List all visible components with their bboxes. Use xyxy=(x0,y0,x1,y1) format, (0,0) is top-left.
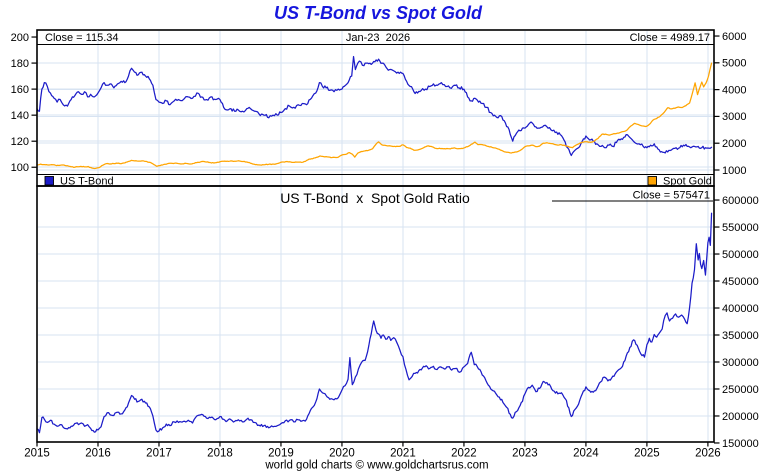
right-axis-tick-label: 250000 xyxy=(722,384,759,396)
right-axis-tick-label: 600000 xyxy=(722,195,759,207)
x-axis-tick-label: 2024 xyxy=(573,448,599,460)
left-axis-tick-label: 180 xyxy=(11,58,29,70)
x-axis-tick-label: 2026 xyxy=(695,448,721,460)
gold-legend-label: Spot Gold xyxy=(663,176,712,188)
right-axis-tick-label: 1000 xyxy=(722,165,746,177)
right-axis-tick-label: 300000 xyxy=(722,357,759,369)
left-axis-tick-label: 120 xyxy=(11,136,29,148)
panel-frames xyxy=(36,29,715,443)
x-axis-tick-label: 2021 xyxy=(390,448,416,460)
us-t-bond-x-spot-gold-ratio-line xyxy=(36,212,713,434)
right-axis-tick-label: 6000 xyxy=(722,31,746,43)
x-axis-tick-label: 2015 xyxy=(24,448,50,460)
gridlines xyxy=(38,31,713,441)
x-axis-tick-label: 2025 xyxy=(634,448,660,460)
x-axis-tick-label: 2018 xyxy=(207,448,233,460)
left-axis-tick-label: 140 xyxy=(11,110,29,122)
bottom-panel-border xyxy=(36,185,715,443)
chart-title: US T-Bond vs Spot Gold xyxy=(274,3,483,23)
right-axis-tick-label: 2000 xyxy=(722,138,746,150)
bottom-panel-title: US T-Bond x Spot Gold Ratio xyxy=(280,190,470,206)
right-axis-tick-label: 200000 xyxy=(722,411,759,423)
us-t-bond-line xyxy=(36,55,713,157)
right-axis-tick-label: 4000 xyxy=(722,84,746,96)
x-axis-tick-label: 2020 xyxy=(329,448,355,460)
right-axis-tick-label: 5000 xyxy=(722,58,746,70)
right-axis-tick-label: 550000 xyxy=(722,222,759,234)
left-axis-tick-label: 160 xyxy=(11,84,29,96)
x-axis-tick-label: 2022 xyxy=(451,448,477,460)
left-axis-tick-label: 100 xyxy=(11,162,29,174)
tbond-legend-swatch xyxy=(44,176,54,186)
date-label: Jan-23 2026 xyxy=(346,32,410,44)
left-axis-tick-label: 200 xyxy=(11,32,29,44)
x-axis-tick-label: 2023 xyxy=(512,448,538,460)
right-axis-tick-label: 400000 xyxy=(722,303,759,315)
tbond-legend: US T-Bond xyxy=(44,176,114,188)
tbond-close-label: Close = 115.34 xyxy=(45,32,119,44)
right-axis-tick-label: 500000 xyxy=(722,249,759,261)
x-axis-tick-label: 2016 xyxy=(85,448,111,460)
axes: 1000 2000 3000 4000 5000 6000 100 120 140 160 180 2… xyxy=(11,31,759,460)
spot-gold-line xyxy=(36,62,713,170)
series-lines xyxy=(36,55,713,434)
x-axis-tick-label: 2017 xyxy=(146,448,172,460)
right-axis-tick-label: 150000 xyxy=(722,438,759,450)
gold-close-label: Close = 4989.17 xyxy=(630,32,710,44)
x-axis-tick-label: 2019 xyxy=(268,448,294,460)
gold-legend: Spot Gold xyxy=(647,176,712,188)
right-axis-tick-label: 3000 xyxy=(722,111,746,123)
top-panel-border xyxy=(36,29,715,187)
gold-legend-swatch xyxy=(647,176,657,186)
tbond-legend-label: US T-Bond xyxy=(60,176,114,188)
right-axis-tick-label: 450000 xyxy=(722,276,759,288)
footer-attribution: world gold charts © www.goldchartsrus.co… xyxy=(264,460,488,472)
right-axis-tick-label: 350000 xyxy=(722,330,759,342)
ratio-close-label: Close = 575471 xyxy=(633,190,710,202)
